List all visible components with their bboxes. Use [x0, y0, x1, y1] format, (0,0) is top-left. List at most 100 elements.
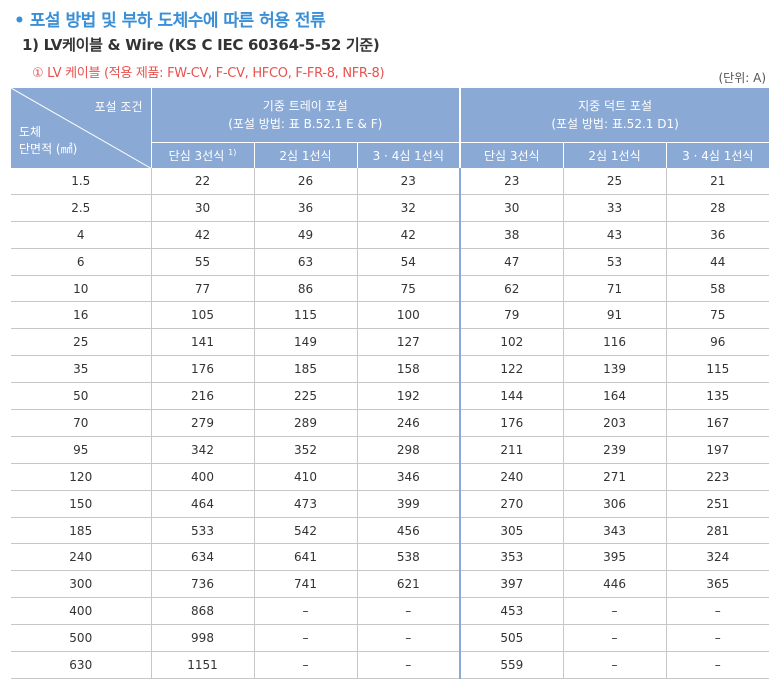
sub-header: 단심 3선식	[459, 142, 564, 168]
corner-top-label: 포설 조건	[94, 100, 143, 114]
ampacity-cell: 71	[562, 275, 667, 303]
sub-header: 2심 1선식	[562, 142, 667, 168]
ampacity-cell: –	[665, 624, 770, 653]
ampacity-cell: 365	[665, 570, 770, 599]
ampacity-cell: 464	[150, 490, 254, 518]
ampacity-cell: 1151	[150, 651, 254, 679]
ampacity-cell: 30	[150, 194, 254, 222]
ampacity-cell: –	[562, 624, 667, 653]
cross-section-cell: 70	[11, 409, 151, 437]
ampacity-cell: 346	[356, 463, 461, 491]
ampacity-cell: 446	[562, 570, 667, 599]
ampacity-cell: 397	[459, 570, 564, 599]
ampacity-cell: 127	[356, 328, 461, 357]
ampacity-cell: 164	[562, 382, 667, 411]
ampacity-cell: –	[356, 624, 461, 653]
cross-section-cell: 16	[11, 301, 151, 330]
table-row: 95 342 352 298 211 239 197	[11, 436, 770, 464]
ampacity-cell: 216	[150, 382, 254, 411]
ampacity-cell: 149	[253, 328, 357, 357]
ampacity-cell: 96	[665, 328, 770, 357]
ampacity-cell: 176	[150, 355, 254, 384]
unit-label: (단위: A)	[718, 71, 766, 85]
ampacity-cell: 352	[253, 436, 357, 464]
ampacity-cell: 91	[562, 301, 667, 330]
ampacity-cell: 36	[253, 194, 357, 222]
ampacity-cell: –	[253, 624, 357, 653]
ampacity-cell: 75	[356, 275, 461, 303]
ampacity-cell: 55	[150, 248, 254, 276]
table-row: 240 634 641 538 353 395 324	[11, 543, 770, 572]
ampacity-cell: 47	[459, 248, 564, 276]
ampacity-cell: 21	[665, 168, 770, 195]
ampacity-cell: 736	[150, 570, 254, 599]
ampacity-cell: 25	[562, 168, 667, 195]
corner-bottom-line1: 도체	[19, 125, 42, 139]
diagonal-divider	[11, 88, 151, 168]
corner-bottom-label: 도체 단면적 (㎟)	[19, 124, 77, 158]
table-row: 6 55 63 54 47 53 44	[11, 248, 770, 276]
ampacity-cell: 410	[253, 463, 357, 491]
ampacity-cell: 115	[253, 301, 357, 330]
ampacity-cell: 28	[665, 194, 770, 222]
ampacity-cell: 533	[150, 517, 254, 545]
ampacity-cell: 203	[562, 409, 667, 437]
table-row: 70 279 289 246 176 203 167	[11, 409, 770, 437]
ampacity-cell: 324	[665, 543, 770, 572]
cross-section-cell: 150	[11, 490, 151, 518]
ampacity-cell: 298	[356, 436, 461, 464]
ampacity-cell: 279	[150, 409, 254, 437]
sub-header: 2심 1선식	[253, 142, 357, 168]
table-row: 300 736 741 621 397 446 365	[11, 570, 770, 599]
ampacity-cell: –	[562, 597, 667, 626]
ampacity-cell: 58	[665, 275, 770, 303]
ampacity-cell: 342	[150, 436, 254, 464]
ampacity-cell: –	[253, 597, 357, 626]
ampacity-cell: 998	[150, 624, 254, 653]
ampacity-cell: –	[356, 597, 461, 626]
ampacity-cell: –	[665, 651, 770, 679]
ampacity-cell: 281	[665, 517, 770, 545]
cross-section-cell: 50	[11, 382, 151, 411]
ampacity-cell: 54	[356, 248, 461, 276]
product-note: ① LV 케이블 (적용 제품: FW-CV, F-CV, HFCO, F-FR…	[32, 66, 385, 81]
ampacity-cell: –	[356, 651, 461, 679]
ampacity-cell: 240	[459, 463, 564, 491]
ampacity-cell: 223	[665, 463, 770, 491]
sub-header: 3 · 4심 1선식	[665, 142, 770, 168]
ampacity-cell: 343	[562, 517, 667, 545]
ampacity-cell: 42	[356, 221, 461, 249]
ampacity-cell: 33	[562, 194, 667, 222]
table-row: 150 464 473 399 270 306 251	[11, 490, 770, 518]
section-title: • 포설 방법 및 부하 도체수에 따른 허용 전류	[14, 11, 326, 31]
ampacity-cell: 542	[253, 517, 357, 545]
ampacity-cell: 102	[459, 328, 564, 357]
ampacity-cell: 26	[253, 168, 357, 195]
table-row: 10 77 86 75 62 71 58	[11, 275, 770, 303]
group-duct-line1: 지중 덕트 포설	[578, 99, 652, 113]
table-row: 35 176 185 158 122 139 115	[11, 355, 770, 384]
ampacity-cell: 538	[356, 543, 461, 572]
cross-section-cell: 400	[11, 597, 151, 626]
ampacity-cell: 305	[459, 517, 564, 545]
ampacity-cell: 22	[150, 168, 254, 195]
ampacity-cell: 79	[459, 301, 564, 330]
table-row: 25 141 149 127 102 116 96	[11, 328, 770, 357]
ampacity-cell: 559	[459, 651, 564, 679]
cross-section-cell: 2.5	[11, 194, 151, 222]
corner-bottom-line2: 단면적 (㎟)	[19, 142, 78, 156]
ampacity-cell: –	[562, 651, 667, 679]
ampacity-cell: 53	[562, 248, 667, 276]
ampacity-cell: 43	[562, 221, 667, 249]
ampacity-cell: 239	[562, 436, 667, 464]
table-row: 400 868– –453– –	[11, 597, 770, 626]
ampacity-cell: 621	[356, 570, 461, 599]
footnote-marker: 1)	[228, 148, 237, 157]
cross-section-cell: 185	[11, 517, 151, 545]
ampacity-cell: 23	[356, 168, 461, 195]
table-row: 16 105 115 100 79 91 75	[11, 301, 770, 330]
table-row: 2.5 30 36 32 30 33 28	[11, 194, 770, 222]
ampacity-cell: 105	[150, 301, 254, 330]
ampacity-cell: 395	[562, 543, 667, 572]
ampacity-cell: 289	[253, 409, 357, 437]
